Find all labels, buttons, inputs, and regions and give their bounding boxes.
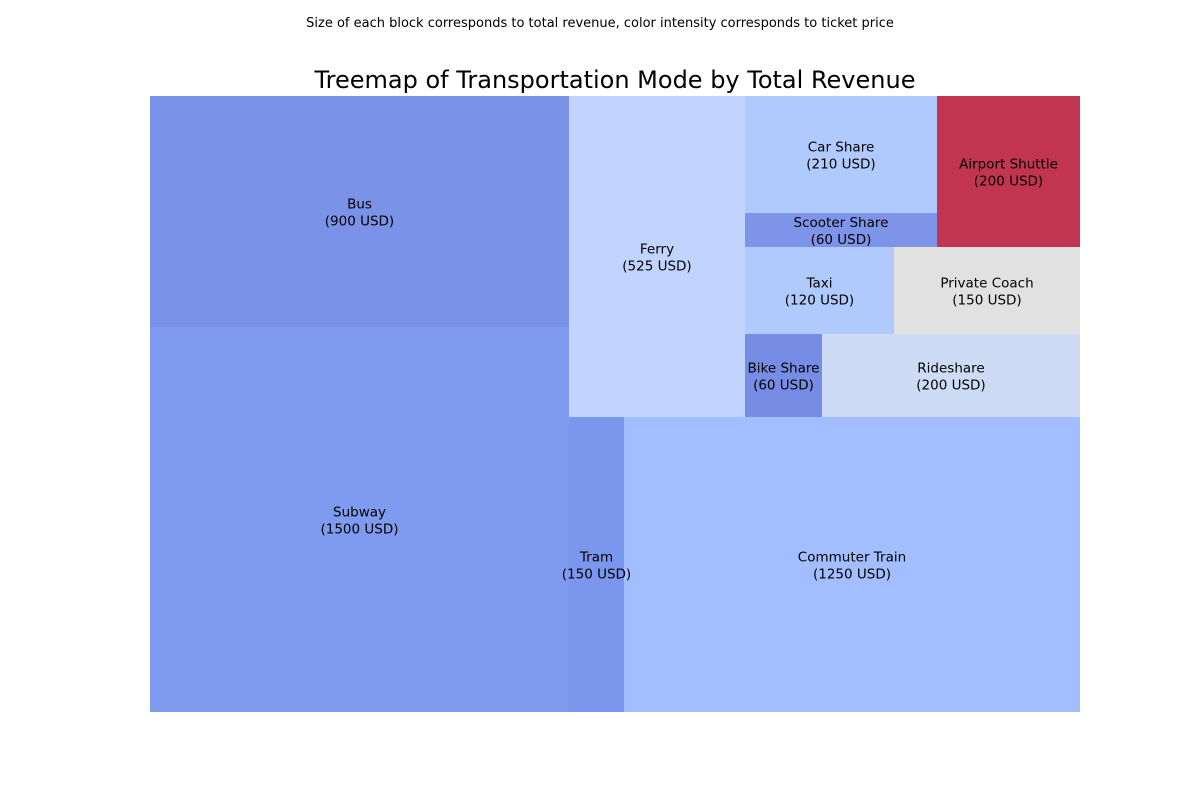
treemap-block-airport-shuttle xyxy=(937,96,1080,247)
block-value-tram: (150 USD) xyxy=(562,567,631,583)
block-value-ferry: (525 USD) xyxy=(622,259,691,275)
chart-caption: Size of each block corresponds to total … xyxy=(306,16,894,31)
block-label-bike-share: Bike Share xyxy=(748,361,820,377)
treemap-block-commuter-train xyxy=(624,417,1080,712)
block-value-bus: (900 USD) xyxy=(325,214,394,230)
block-label-commuter-train: Commuter Train xyxy=(798,550,906,566)
block-label-bus: Bus xyxy=(347,197,372,213)
treemap-block-bike-share xyxy=(745,334,822,417)
block-value-taxi: (120 USD) xyxy=(785,293,854,309)
treemap-block-taxi xyxy=(745,247,894,334)
treemap-block-tram xyxy=(569,417,624,712)
chart-title: Treemap of Transportation Mode by Total … xyxy=(314,66,916,94)
treemap-block-scooter-share xyxy=(745,213,937,247)
treemap-block-bus xyxy=(150,96,569,327)
block-label-private-coach: Private Coach xyxy=(940,276,1033,292)
block-label-car-share: Car Share xyxy=(808,140,875,156)
block-label-subway: Subway xyxy=(333,505,386,521)
block-label-ferry: Ferry xyxy=(640,242,674,258)
block-value-airport-shuttle: (200 USD) xyxy=(974,174,1043,190)
treemap-block-private-coach xyxy=(894,247,1080,334)
block-value-subway: (1500 USD) xyxy=(320,522,398,538)
treemap-blocks: Subway(1500 USD) Commuter Train(1250 USD)… xyxy=(150,96,1080,712)
treemap-block-subway xyxy=(150,327,569,712)
treemap-block-car-share xyxy=(745,96,937,213)
block-label-airport-shuttle: Airport Shuttle xyxy=(959,157,1058,173)
block-label-taxi: Taxi xyxy=(805,276,832,292)
block-label-tram: Tram xyxy=(579,550,613,566)
block-value-rideshare: (200 USD) xyxy=(916,378,985,394)
block-label-rideshare: Rideshare xyxy=(917,361,984,377)
block-value-commuter-train: (1250 USD) xyxy=(813,567,891,583)
block-value-scooter-share: (60 USD) xyxy=(811,232,872,248)
block-value-car-share: (210 USD) xyxy=(806,157,875,173)
block-value-bike-share: (60 USD) xyxy=(753,378,814,394)
treemap-block-rideshare xyxy=(822,334,1080,417)
treemap-block-ferry xyxy=(569,96,745,417)
block-value-private-coach: (150 USD) xyxy=(952,293,1021,309)
block-label-scooter-share: Scooter Share xyxy=(794,215,889,231)
